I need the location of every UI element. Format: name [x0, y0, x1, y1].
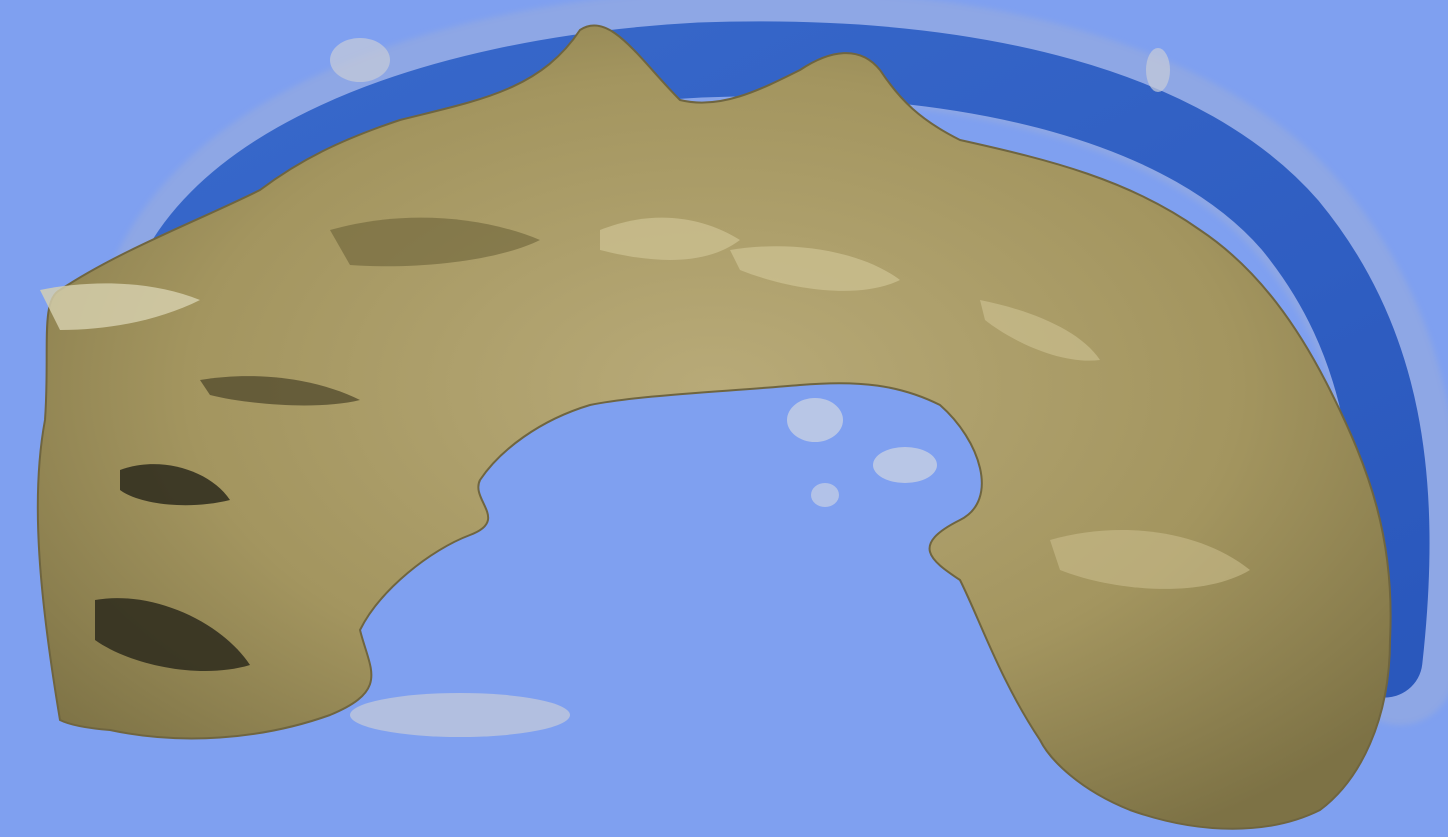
highlight: [730, 246, 900, 291]
highlight: [980, 300, 1100, 361]
crease: [200, 376, 360, 406]
fragment: [350, 693, 570, 737]
fragment: [873, 447, 937, 483]
fragment: [787, 398, 843, 442]
soft-tissue: [122, 21, 1430, 698]
highlight: [40, 283, 200, 330]
crease: [330, 217, 540, 267]
fragment: [1146, 48, 1170, 92]
cavity: [120, 464, 230, 506]
highlight: [1050, 530, 1250, 589]
cavity: [95, 598, 250, 671]
highlight: [600, 217, 740, 260]
fragment: [330, 38, 390, 82]
fragment: [811, 483, 839, 507]
